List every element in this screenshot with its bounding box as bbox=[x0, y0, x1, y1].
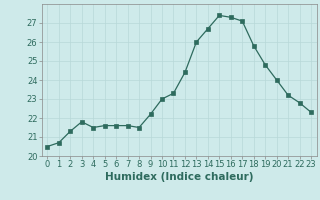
X-axis label: Humidex (Indice chaleur): Humidex (Indice chaleur) bbox=[105, 172, 253, 182]
